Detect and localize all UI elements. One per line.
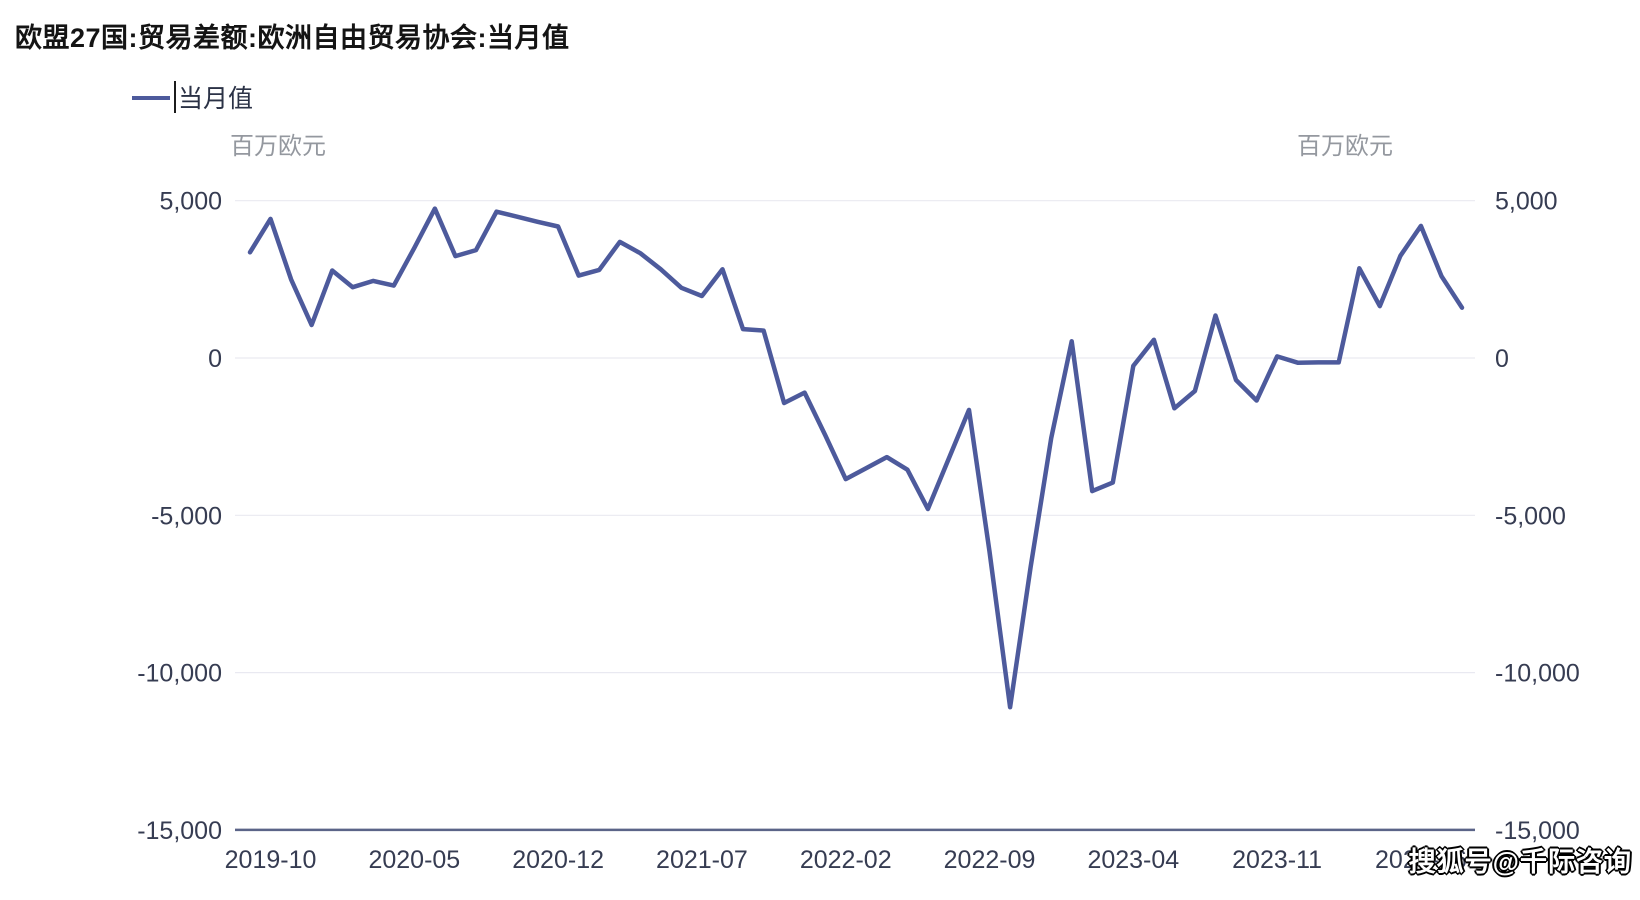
x-tick-label: 2023-04: [1087, 846, 1179, 874]
x-tick-label: 2024-06: [1375, 846, 1467, 874]
y-axis-unit-left: 百万欧元: [230, 133, 326, 160]
y-tick-label-right: -15,000: [1495, 817, 1580, 845]
x-tick-label: 2020-12: [512, 846, 604, 874]
x-tick-label: 2022-02: [800, 846, 892, 874]
legend-label: 当月值: [178, 85, 254, 113]
y-tick-label-left: 5,000: [159, 188, 222, 216]
y-tick-label-left: -5,000: [151, 502, 222, 530]
watermark: 搜狐号@千际咨询: [1408, 847, 1632, 877]
y-axis-unit-right: 百万欧元: [1297, 133, 1393, 160]
y-tick-label-right: -10,000: [1495, 660, 1580, 688]
y-tick-label-left: 0: [208, 345, 222, 373]
legend-text-cursor: [174, 81, 176, 113]
x-tick-label: 2020-05: [368, 846, 460, 874]
y-tick-label-left: -10,000: [137, 660, 222, 688]
page-title: 欧盟27国:贸易差额:欧洲自由贸易协会:当月值: [15, 23, 570, 53]
x-tick-label: 2022-09: [944, 846, 1036, 874]
y-tick-label-right: -5,000: [1495, 502, 1566, 530]
x-tick-label: 2019-10: [225, 846, 317, 874]
y-tick-label-left: -15,000: [137, 817, 222, 845]
legend: 当月值: [132, 79, 253, 115]
y-tick-label-right: 0: [1495, 345, 1509, 373]
x-tick-label: 2021-07: [656, 846, 748, 874]
x-tick-label: 2023-11: [1232, 846, 1322, 874]
series-line-monthly-value: [247, 206, 1465, 710]
y-tick-label-right: 5,000: [1495, 188, 1558, 216]
legend-line-swatch-icon: [132, 96, 170, 100]
